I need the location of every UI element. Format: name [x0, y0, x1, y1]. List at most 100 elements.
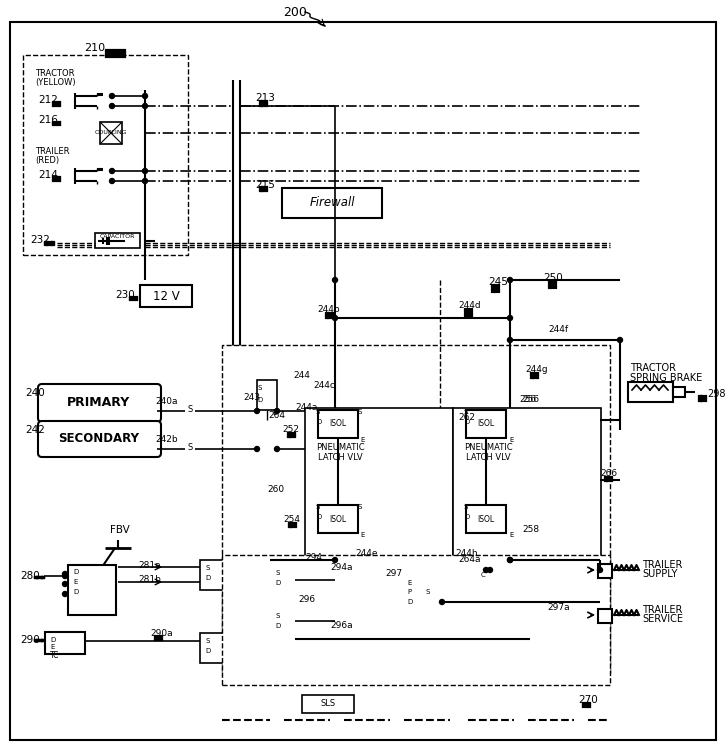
Circle shape	[143, 178, 148, 184]
Text: 294: 294	[305, 554, 322, 562]
Text: TC: TC	[50, 650, 60, 659]
Text: 281a: 281a	[138, 560, 161, 569]
Text: SERVICE: SERVICE	[642, 614, 683, 624]
Text: S: S	[188, 404, 193, 413]
Text: 210: 210	[84, 43, 106, 53]
Bar	[305, 408, 453, 563]
Bar	[100, 122, 122, 144]
Circle shape	[143, 104, 148, 109]
Text: 296a: 296a	[330, 620, 352, 629]
FancyBboxPatch shape	[38, 384, 161, 422]
Text: E: E	[360, 532, 365, 538]
Text: LATCH VLV: LATCH VLV	[317, 454, 363, 463]
Text: 296: 296	[298, 596, 315, 604]
Text: PNEUMATIC: PNEUMATIC	[464, 443, 513, 452]
Text: S: S	[205, 565, 210, 571]
Text: S: S	[464, 409, 468, 415]
Text: 243: 243	[243, 392, 260, 401]
Circle shape	[63, 581, 68, 586]
Text: TRAILER: TRAILER	[642, 605, 682, 615]
Text: 264: 264	[268, 412, 285, 421]
Text: 232: 232	[30, 235, 50, 245]
Text: 244: 244	[293, 370, 310, 380]
Text: TRACTOR: TRACTOR	[630, 363, 676, 373]
Circle shape	[255, 409, 259, 413]
Text: 242: 242	[25, 425, 45, 435]
Bar	[466, 410, 506, 438]
Bar	[23, 55, 188, 255]
Text: 244g: 244g	[525, 365, 547, 374]
Circle shape	[109, 178, 114, 184]
Circle shape	[440, 599, 445, 604]
Text: E: E	[407, 580, 411, 586]
Circle shape	[333, 278, 338, 283]
Text: 230: 230	[115, 290, 135, 300]
Text: 200: 200	[283, 5, 307, 19]
Text: E: E	[509, 532, 513, 538]
Text: (RED): (RED)	[35, 157, 59, 166]
Text: COUPLING: COUPLING	[95, 130, 127, 136]
Text: 240a: 240a	[155, 397, 178, 406]
Bar	[598, 564, 612, 578]
Circle shape	[109, 94, 114, 98]
Text: Firewall: Firewall	[309, 196, 355, 209]
Text: 245: 245	[488, 277, 508, 287]
Text: SPRING BRAKE: SPRING BRAKE	[630, 373, 703, 383]
Bar	[270, 607, 295, 639]
Circle shape	[143, 169, 148, 173]
Text: S: S	[275, 570, 280, 576]
Text: S: S	[258, 385, 262, 391]
Text: TRAILER: TRAILER	[35, 148, 69, 157]
Text: TRACTOR: TRACTOR	[35, 68, 74, 77]
Text: 244e: 244e	[355, 548, 378, 557]
Text: P: P	[407, 589, 411, 595]
Circle shape	[274, 409, 280, 413]
Circle shape	[109, 104, 114, 109]
Circle shape	[109, 169, 114, 173]
Circle shape	[255, 446, 259, 452]
Text: 244h: 244h	[455, 548, 478, 557]
Text: ISOL: ISOL	[478, 514, 494, 523]
Circle shape	[507, 557, 513, 562]
Text: 215: 215	[255, 180, 275, 190]
Bar	[222, 345, 610, 675]
Text: PNEUMATIC: PNEUMATIC	[316, 443, 364, 452]
FancyBboxPatch shape	[38, 421, 161, 457]
Text: S: S	[425, 589, 430, 595]
Text: 216: 216	[38, 115, 58, 125]
Text: 12 V: 12 V	[153, 290, 179, 302]
Text: E: E	[509, 437, 513, 443]
Text: 266: 266	[600, 470, 617, 478]
Text: S: S	[464, 504, 468, 510]
Text: D: D	[464, 419, 470, 425]
Text: S: S	[316, 409, 320, 415]
Bar	[318, 505, 358, 533]
Bar	[282, 188, 382, 218]
Bar	[68, 565, 116, 615]
Text: D: D	[205, 575, 210, 581]
Text: D: D	[73, 589, 78, 595]
Text: D: D	[275, 580, 280, 586]
Text: TRAILER: TRAILER	[642, 560, 682, 570]
Text: (YELLOW): (YELLOW)	[35, 77, 76, 86]
Bar	[302, 695, 354, 713]
Text: LATCH VLV: LATCH VLV	[466, 454, 510, 463]
Bar	[200, 633, 225, 663]
Text: SLS: SLS	[320, 700, 336, 709]
Circle shape	[507, 557, 513, 562]
Text: 244c: 244c	[313, 380, 335, 389]
Circle shape	[507, 278, 513, 283]
Circle shape	[598, 568, 603, 572]
Text: FBV: FBV	[110, 525, 130, 535]
Text: 214: 214	[38, 170, 58, 180]
Text: 258: 258	[522, 526, 539, 535]
Circle shape	[333, 316, 338, 320]
Text: SECONDARY: SECONDARY	[58, 433, 140, 445]
Text: 280: 280	[20, 571, 40, 581]
Text: S: S	[205, 638, 210, 644]
Text: 256: 256	[519, 395, 536, 404]
Text: 242b: 242b	[155, 436, 178, 445]
Circle shape	[488, 568, 493, 572]
Bar	[200, 560, 225, 590]
Text: ISOL: ISOL	[478, 419, 494, 428]
